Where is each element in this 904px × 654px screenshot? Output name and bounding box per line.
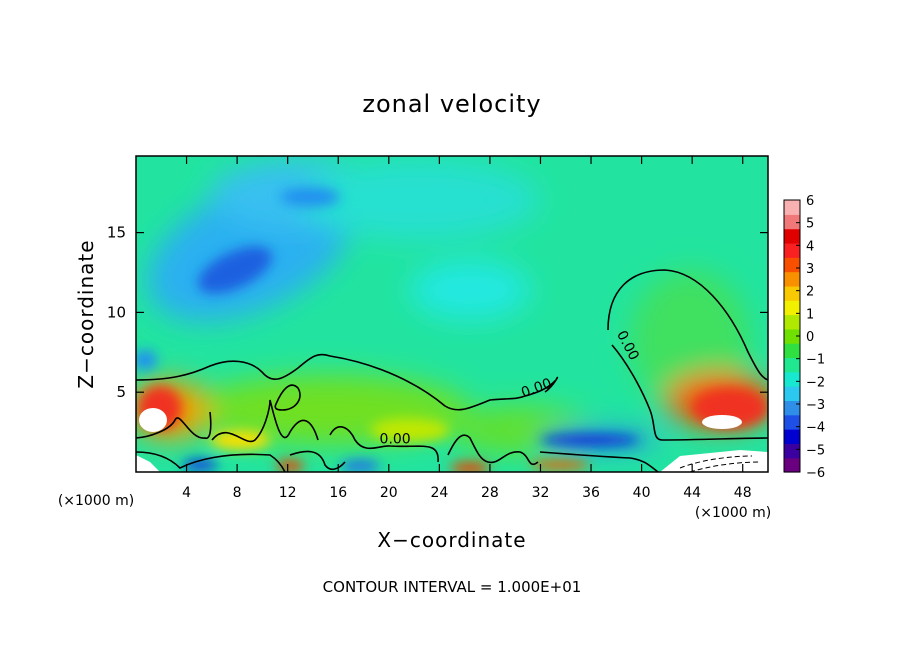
y-axis-label: Z−coordinate — [74, 239, 98, 388]
colorbar-swatch — [784, 343, 800, 359]
colorbar-swatch — [784, 443, 800, 459]
colorbar: 6 5 4 3 2 1 0 −1 −2 −3 −4 −5 −6 — [783, 194, 825, 481]
colorbar-swatch — [784, 414, 800, 430]
x-tick-label: 44 — [683, 485, 701, 501]
x-axis: 4 8 12 16 20 24 28 32 36 40 44 48 — [182, 156, 752, 501]
contour-line — [611, 344, 768, 441]
zero-contours — [136, 269, 768, 472]
colorbar-swatch — [784, 257, 800, 273]
colorbar-tick-label: 5 — [806, 217, 814, 232]
colorbar-swatch — [784, 242, 800, 258]
x-tick-label: 4 — [182, 485, 191, 501]
colorbar-swatch — [784, 400, 800, 416]
colorbar-swatch — [784, 371, 800, 387]
y-tick-label: 15 — [107, 224, 126, 242]
colorbar-tick-label: 2 — [806, 285, 814, 300]
colorbar-tick-label: −4 — [806, 421, 825, 436]
colorbar-tick-label: −3 — [806, 398, 825, 413]
contour-line-dashed — [689, 461, 761, 472]
x-tick-label: 36 — [582, 485, 600, 501]
colorbar-swatch — [784, 228, 800, 244]
chart-title: zonal velocity — [362, 90, 541, 118]
y-tick-label: 5 — [116, 383, 126, 401]
contour-line — [274, 384, 301, 411]
x-tick-label: 20 — [380, 485, 398, 501]
colorbar-swatch — [784, 271, 800, 287]
colorbar-tick-label: −6 — [806, 466, 825, 481]
colorbar-tick-label: 1 — [806, 307, 814, 322]
colorbar-tick-label: 3 — [806, 262, 814, 277]
x-tick-label: 16 — [329, 485, 347, 501]
contour-line — [136, 411, 212, 439]
colorbar-swatch — [784, 285, 800, 301]
colorbar-tick-label: 0 — [806, 330, 814, 345]
colorbar-tick-label: −5 — [806, 443, 825, 458]
colorbar-swatch — [784, 357, 800, 373]
x-tick-label: 28 — [481, 485, 499, 501]
y-axis: 5 10 15 — [107, 224, 768, 401]
x-unit-left: (×1000 m) — [58, 493, 134, 509]
contour-interval-footer: CONTOUR INTERVAL = 1.000E+01 — [323, 578, 582, 596]
heatmap-field — [136, 156, 768, 472]
colorbar-swatch — [784, 328, 800, 344]
contour-line — [136, 451, 286, 472]
colorbar-swatch — [784, 386, 800, 402]
contour-line — [539, 451, 659, 472]
plot-frame — [135, 155, 769, 473]
x-unit-right: (×1000 m) — [695, 505, 771, 521]
colorbar-swatch — [784, 429, 800, 444]
x-tick-label: 48 — [734, 485, 752, 501]
x-tick-label: 8 — [233, 485, 242, 501]
contour-line — [329, 426, 439, 463]
contour-line — [211, 399, 319, 443]
colorbar-swatch — [784, 300, 800, 316]
colorbar-swatch — [784, 214, 800, 230]
colorbar-swatch — [784, 200, 800, 215]
contour-line-dashed — [679, 455, 753, 469]
negative-contours — [679, 455, 761, 472]
colorbar-tick-label: 6 — [806, 194, 814, 209]
x-axis-label: X−coordinate — [377, 528, 526, 552]
colorbar-tick-label: −1 — [806, 353, 825, 368]
x-tick-label: 40 — [633, 485, 651, 501]
contour-line — [447, 434, 539, 466]
colorbar-swatch — [784, 314, 800, 330]
x-tick-label: 24 — [430, 485, 448, 501]
colorbar-tick-label: −2 — [806, 375, 825, 390]
x-tick-label: 32 — [532, 485, 550, 501]
colorbar-tick-label: 4 — [806, 239, 814, 254]
contour-line — [136, 353, 559, 411]
contour-line — [607, 269, 768, 381]
contour-label: 0.00 — [380, 431, 411, 447]
colorbar-swatch — [784, 457, 800, 473]
y-tick-label: 10 — [107, 303, 126, 321]
x-tick-label: 12 — [279, 485, 297, 501]
